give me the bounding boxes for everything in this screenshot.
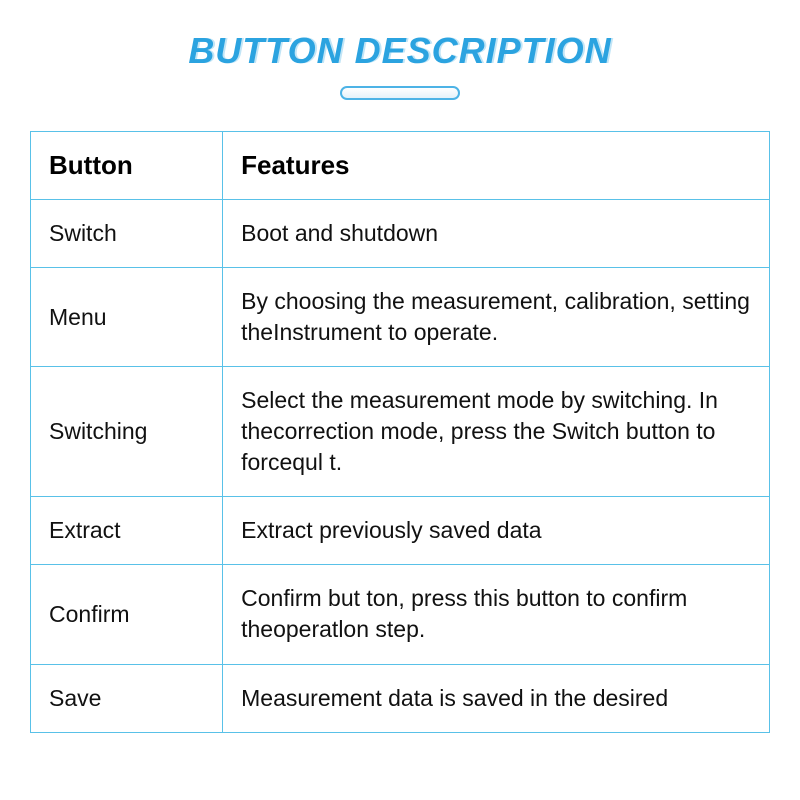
features-cell: Measurement data is saved in the desired (223, 664, 770, 732)
col-header-button: Button (31, 132, 223, 200)
features-cell: By choosing the measurement, calibration… (223, 268, 770, 367)
title-underline-wrap (30, 86, 770, 105)
features-cell: Confirm but ton, press this button to co… (223, 565, 770, 664)
table-row: Menu By choosing the measurement, calibr… (31, 268, 770, 367)
table-row: Switch Boot and shutdown (31, 200, 770, 268)
button-name-cell: Switch (31, 200, 223, 268)
button-name-cell: Menu (31, 268, 223, 367)
features-cell: Select the measurement mode by switching… (223, 367, 770, 497)
button-name-cell: Extract (31, 497, 223, 565)
col-header-features: Features (223, 132, 770, 200)
page-container: BUTTON DESCRIPTION Button Features Switc… (0, 0, 800, 733)
table-header-row: Button Features (31, 132, 770, 200)
button-name-cell: Switching (31, 367, 223, 497)
table-row: Extract Extract previously saved data (31, 497, 770, 565)
features-cell: Boot and shutdown (223, 200, 770, 268)
button-name-cell: Confirm (31, 565, 223, 664)
table-row: Switching Select the measurement mode by… (31, 367, 770, 497)
button-description-table: Button Features Switch Boot and shutdown… (30, 131, 770, 733)
page-title: BUTTON DESCRIPTION (30, 30, 770, 72)
table-row: Confirm Confirm but ton, press this butt… (31, 565, 770, 664)
button-name-cell: Save (31, 664, 223, 732)
pill-decoration-icon (340, 86, 460, 100)
features-cell: Extract previously saved data (223, 497, 770, 565)
table-row: Save Measurement data is saved in the de… (31, 664, 770, 732)
